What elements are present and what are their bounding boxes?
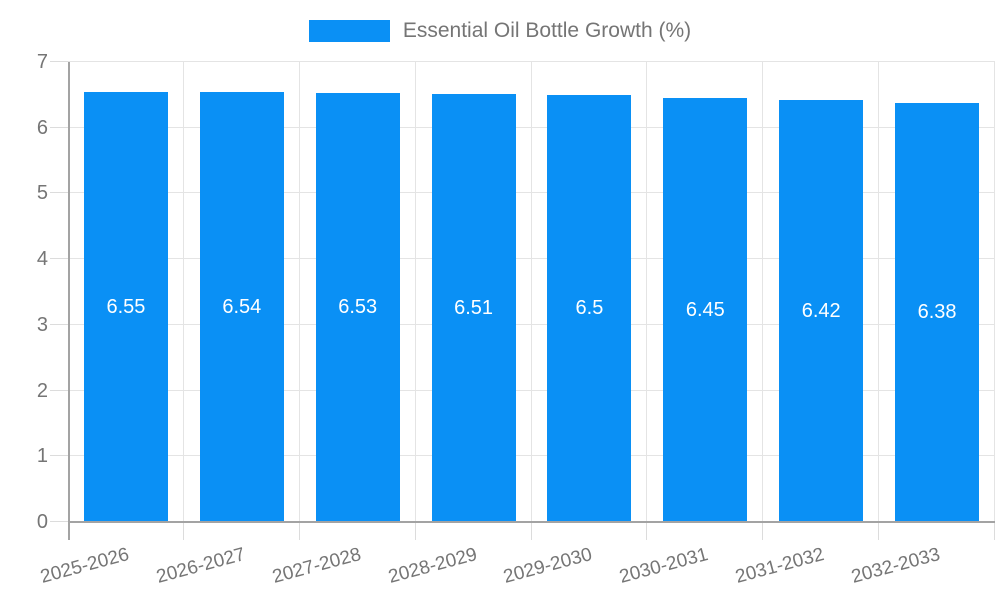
x-tick (994, 523, 995, 540)
x-axis-label: 2028-2029 (385, 544, 479, 588)
bar (895, 102, 980, 521)
x-axis-label: 2027-2028 (269, 544, 364, 588)
bar-value-label: 6.5 (575, 297, 604, 320)
x-tick (183, 523, 184, 540)
bar (199, 92, 284, 521)
legend-label: Essential Oil Bottle Growth (%) (402, 19, 692, 42)
plot-area: 6.55 6.54 6.53 6.51 6.5 6.45 6.42 6.38 (50, 61, 995, 540)
y-tick (50, 61, 68, 62)
x-axis-label: 2031-2032 (733, 544, 827, 588)
bar (431, 94, 516, 521)
y-axis-tick-label: 4 (36, 248, 48, 271)
y-axis-tick-label: 6 (36, 116, 48, 139)
x-gridline (299, 62, 300, 522)
y-gridline (68, 61, 995, 62)
y-tick (50, 323, 68, 325)
y-tick (50, 521, 68, 522)
bar-value-label: 6.45 (685, 299, 725, 322)
bar-value-label: 6.51 (454, 297, 494, 320)
x-gridline (415, 62, 416, 522)
bar (663, 98, 748, 521)
x-axis-label: 2032-2033 (849, 544, 943, 588)
bar-value-label: 6.53 (338, 296, 378, 319)
bar-value-label: 6.38 (917, 301, 957, 324)
y-axis-tick-label: 2 (36, 379, 48, 402)
bar (315, 92, 400, 521)
x-axis-line (68, 521, 995, 523)
legend-swatch (308, 20, 390, 42)
x-gridline (183, 62, 184, 522)
x-gridline (994, 62, 995, 522)
x-tick (415, 523, 416, 540)
bar (83, 91, 168, 521)
x-axis-label: 2029-2030 (501, 544, 595, 588)
y-axis-tick-label: 5 (36, 182, 48, 205)
bar (547, 94, 632, 521)
x-axis-label: 2030-2031 (617, 544, 711, 588)
bar-value-label: 6.42 (801, 300, 841, 323)
y-axis-tick-label: 7 (36, 51, 48, 73)
y-axis-tick-label: 0 (36, 511, 48, 533)
bar (779, 100, 864, 521)
y-tick (50, 126, 68, 128)
bar-value-label: 6.55 (106, 295, 146, 318)
x-tick (878, 523, 879, 540)
x-gridline (646, 62, 647, 522)
x-gridline (762, 62, 763, 522)
y-axis-tick-label: 3 (36, 313, 48, 336)
x-gridline (531, 62, 532, 522)
y-tick (50, 258, 68, 260)
bar-value-label: 6.54 (222, 296, 262, 319)
chart-legend[interactable]: Essential Oil Bottle Growth (%) (0, 19, 1000, 43)
x-tick (762, 523, 763, 540)
x-gridline (878, 62, 879, 522)
y-axis-line (68, 62, 70, 540)
x-axis-label: 2026-2027 (154, 544, 248, 588)
y-tick (50, 389, 68, 391)
y-axis-tick-label: 1 (36, 445, 48, 468)
x-tick (531, 523, 532, 540)
x-tick (646, 523, 647, 540)
y-tick (50, 192, 68, 194)
y-tick (50, 455, 68, 457)
x-axis-label: 2025-2026 (38, 544, 132, 588)
x-tick (299, 523, 300, 540)
